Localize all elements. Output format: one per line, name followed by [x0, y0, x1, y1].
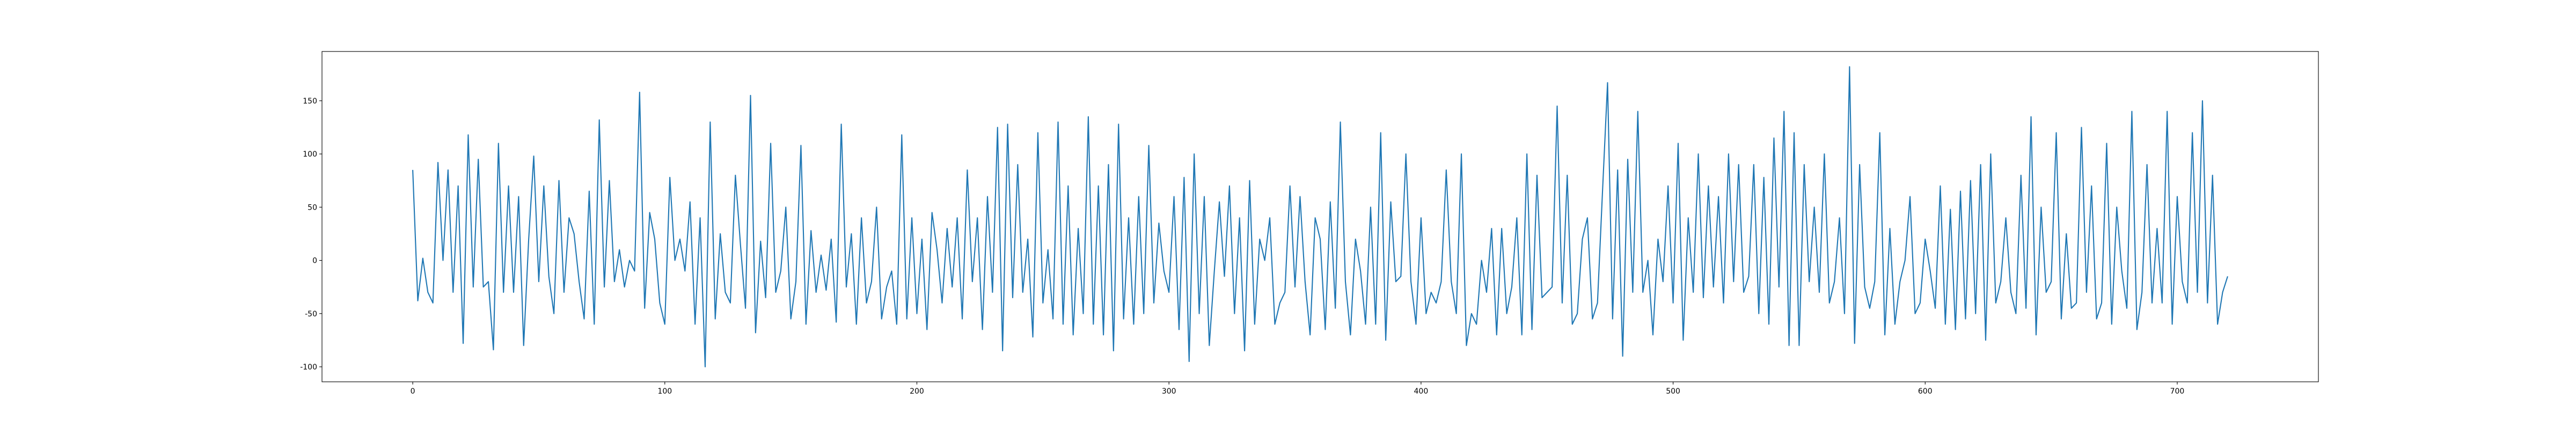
x-tick-label: 600: [1918, 387, 1933, 396]
x-tick-label: 0: [411, 387, 415, 396]
x-tick-label: 700: [2170, 387, 2185, 396]
plot-frame: [321, 51, 2319, 382]
y-tick-label: 100: [303, 150, 317, 159]
y-tick-label: 150: [303, 97, 317, 106]
y-tick-label: -50: [305, 310, 317, 319]
y-tick-label: 0: [312, 257, 317, 265]
x-tick-label: 500: [1666, 387, 1680, 396]
x-tick-label: 200: [910, 387, 924, 396]
x-tick-label: 300: [1162, 387, 1176, 396]
x-tick-label: 100: [657, 387, 672, 396]
data-line: [412, 66, 2228, 368]
y-tick-label: -100: [300, 363, 317, 372]
y-tick-label: 50: [308, 203, 317, 212]
x-tick-label: 400: [1414, 387, 1429, 396]
